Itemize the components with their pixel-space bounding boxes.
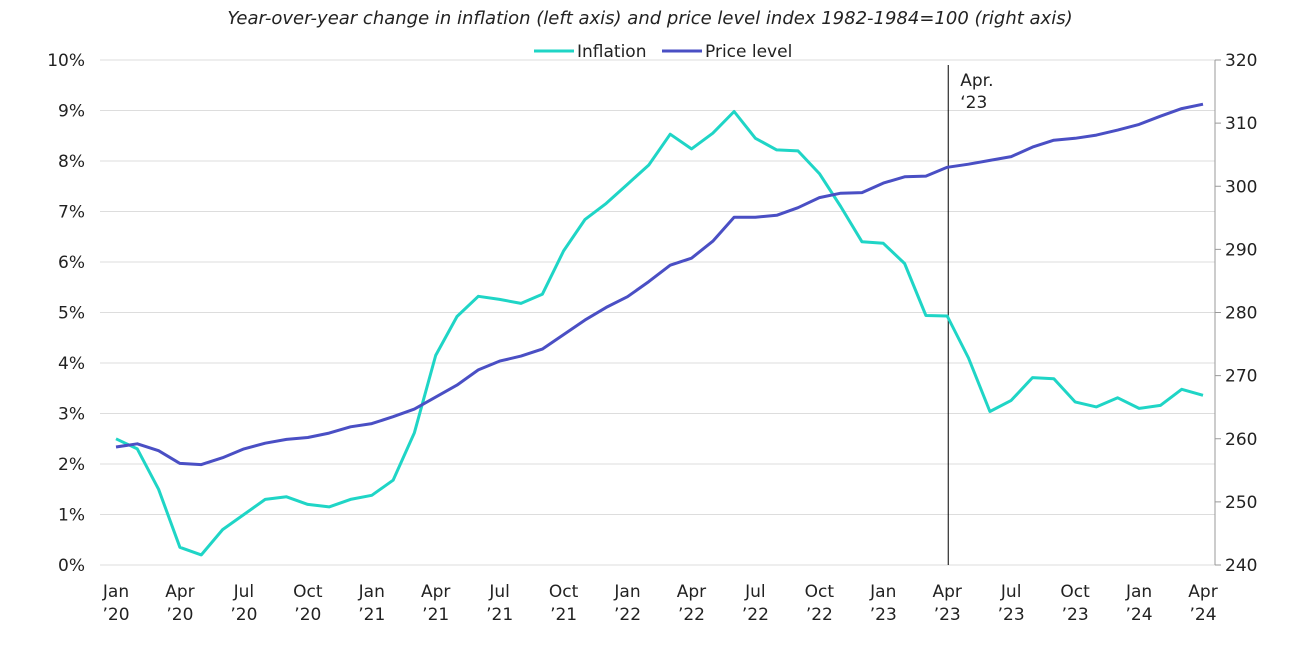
y-left-tick-label: 0% xyxy=(58,556,85,576)
x-tick-label: ’23 xyxy=(934,605,961,625)
x-tick-label: Apr xyxy=(1188,582,1217,602)
legend-label-inflation: Inflation xyxy=(577,42,646,62)
x-tick-label: ’20 xyxy=(102,605,129,625)
x-tick-label: Apr xyxy=(933,582,962,602)
x-tick-label: Jul xyxy=(233,582,255,602)
y-right-tick-label: 290 xyxy=(1225,240,1257,260)
x-tick-label: ’20 xyxy=(230,605,257,625)
x-tick-label: Jul xyxy=(1000,582,1022,602)
x-tick-label: ’21 xyxy=(550,605,577,625)
x-tick-label: Apr xyxy=(165,582,194,602)
y-right-tick-label: 310 xyxy=(1225,114,1257,134)
x-tick-label: ’20 xyxy=(294,605,321,625)
x-tick-label: ’23 xyxy=(998,605,1025,625)
x-tick-label: Jan xyxy=(613,582,640,602)
y-left-tick-label: 6% xyxy=(58,253,85,273)
x-tick-label: ’22 xyxy=(742,605,769,625)
y-left-tick-label: 4% xyxy=(58,354,85,374)
series-line-inflation xyxy=(115,110,1204,557)
y-right-tick-label: 320 xyxy=(1225,51,1257,71)
x-tick-label: Oct xyxy=(293,582,323,602)
legend-label-price-level: Price level xyxy=(705,42,792,62)
x-tick-label: Jul xyxy=(744,582,766,602)
y-right-tick-label: 250 xyxy=(1225,493,1257,513)
x-tick-label: ’24 xyxy=(1189,605,1216,625)
x-tick-label: Jan xyxy=(869,582,896,602)
x-tick-label: ’22 xyxy=(806,605,833,625)
y-left-tick-label: 5% xyxy=(58,304,85,324)
x-tick-label: ’24 xyxy=(1126,605,1153,625)
series-line-price-level xyxy=(115,102,1204,467)
x-tick-label: Jan xyxy=(358,582,385,602)
y-left-tick-label: 9% xyxy=(58,102,85,122)
y-right-tick-label: 240 xyxy=(1225,556,1257,576)
y-left-tick-label: 8% xyxy=(58,152,85,172)
y-left-tick-label: 2% xyxy=(58,455,85,475)
x-tick-label: ’22 xyxy=(678,605,705,625)
x-tick-label: Oct xyxy=(549,582,579,602)
x-tick-label: Jan xyxy=(1125,582,1152,602)
chart-title: Year-over-year change in inflation (left… xyxy=(227,8,1073,29)
y-right-tick-label: 260 xyxy=(1225,430,1257,450)
x-tick-label: ’21 xyxy=(486,605,513,625)
y-left-tick-label: 7% xyxy=(58,203,85,223)
x-tick-label: ’21 xyxy=(358,605,385,625)
x-tick-label: ’21 xyxy=(422,605,449,625)
y-left-tick-label: 10% xyxy=(47,51,85,71)
x-tick-label: Oct xyxy=(1060,582,1090,602)
x-tick-label: ’22 xyxy=(614,605,641,625)
y-right-tick-label: 280 xyxy=(1225,304,1257,324)
annotation-label: ‘23 xyxy=(960,93,987,113)
x-tick-label: ’23 xyxy=(1062,605,1089,625)
y-right-tick-label: 270 xyxy=(1225,367,1257,387)
x-tick-label: ’23 xyxy=(870,605,897,625)
x-tick-label: Apr xyxy=(421,582,450,602)
x-tick-label: Oct xyxy=(805,582,835,602)
annotation-label: Apr. xyxy=(960,71,993,91)
x-tick-label: Jul xyxy=(488,582,510,602)
x-tick-label: Apr xyxy=(677,582,706,602)
x-tick-label: Jan xyxy=(102,582,129,602)
y-right-tick-label: 300 xyxy=(1225,177,1257,197)
y-left-tick-label: 3% xyxy=(58,405,85,425)
x-tick-label: ’20 xyxy=(166,605,193,625)
y-left-tick-label: 1% xyxy=(58,506,85,526)
